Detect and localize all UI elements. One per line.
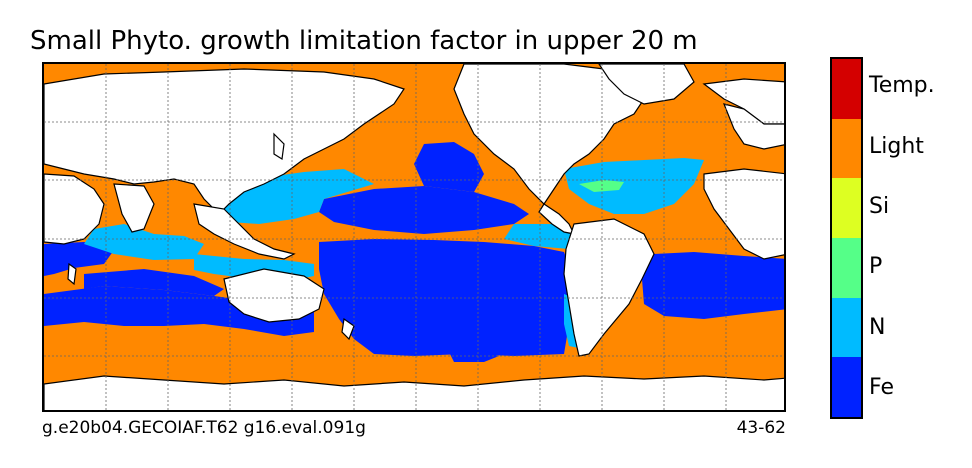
legend-label-p: P	[869, 254, 883, 280]
colorbar-segment-fe	[832, 357, 861, 418]
region-fe-north-pacific	[319, 186, 529, 234]
footer-year-range: 43-62	[736, 418, 786, 438]
land-australia	[223, 268, 325, 323]
land-south-america	[563, 218, 655, 357]
footer-run-id: g.e20b04.GECOIAF.T62 g16.eval.091g	[42, 418, 366, 438]
land-africa	[703, 168, 784, 260]
land-masses	[44, 64, 784, 410]
land-europe-west	[723, 103, 784, 150]
land-antarctica	[44, 375, 784, 410]
land-japan	[273, 132, 285, 161]
colorbar-segment-p	[832, 238, 861, 298]
colorbar	[830, 57, 863, 419]
land-greenland	[598, 64, 695, 105]
legend-label-temp: Temp.	[869, 73, 935, 99]
region-fe-pacific	[319, 239, 574, 356]
land-central-america	[538, 203, 576, 235]
land-new-zealand	[341, 317, 355, 341]
colorbar-segment-n	[832, 297, 861, 358]
land-india	[113, 183, 155, 233]
region-n-east-pacific	[504, 224, 574, 249]
region-fe-south-indian	[44, 286, 314, 336]
land-southeast-asia	[193, 203, 296, 260]
land-madagascar	[67, 262, 77, 286]
region-fe-indian-west	[44, 242, 114, 276]
graticule	[44, 64, 784, 410]
land-eurasia	[44, 68, 405, 215]
legend-label-n: N	[869, 314, 886, 340]
map-title: Small Phyto. growth limitation factor in…	[30, 26, 698, 56]
legend-label-si: Si	[869, 193, 890, 219]
region-n-indian	[84, 224, 204, 260]
region-fe-north-pacific-tongue	[414, 142, 484, 192]
limitation-factor-map	[42, 62, 786, 412]
colorbar-segment-light	[832, 118, 861, 179]
region-fe-indian-central	[84, 269, 224, 296]
colorbar-segment-temp	[832, 59, 861, 119]
region-n-north-atlantic	[564, 158, 704, 214]
region-p-north-atlantic	[579, 180, 624, 192]
legend-label-fe: Fe	[869, 374, 894, 400]
region-fe-south-atlantic	[642, 252, 784, 319]
map-canvas	[44, 64, 784, 410]
colorbar-segment-si	[832, 178, 861, 239]
legend-label-light: Light	[869, 133, 924, 159]
